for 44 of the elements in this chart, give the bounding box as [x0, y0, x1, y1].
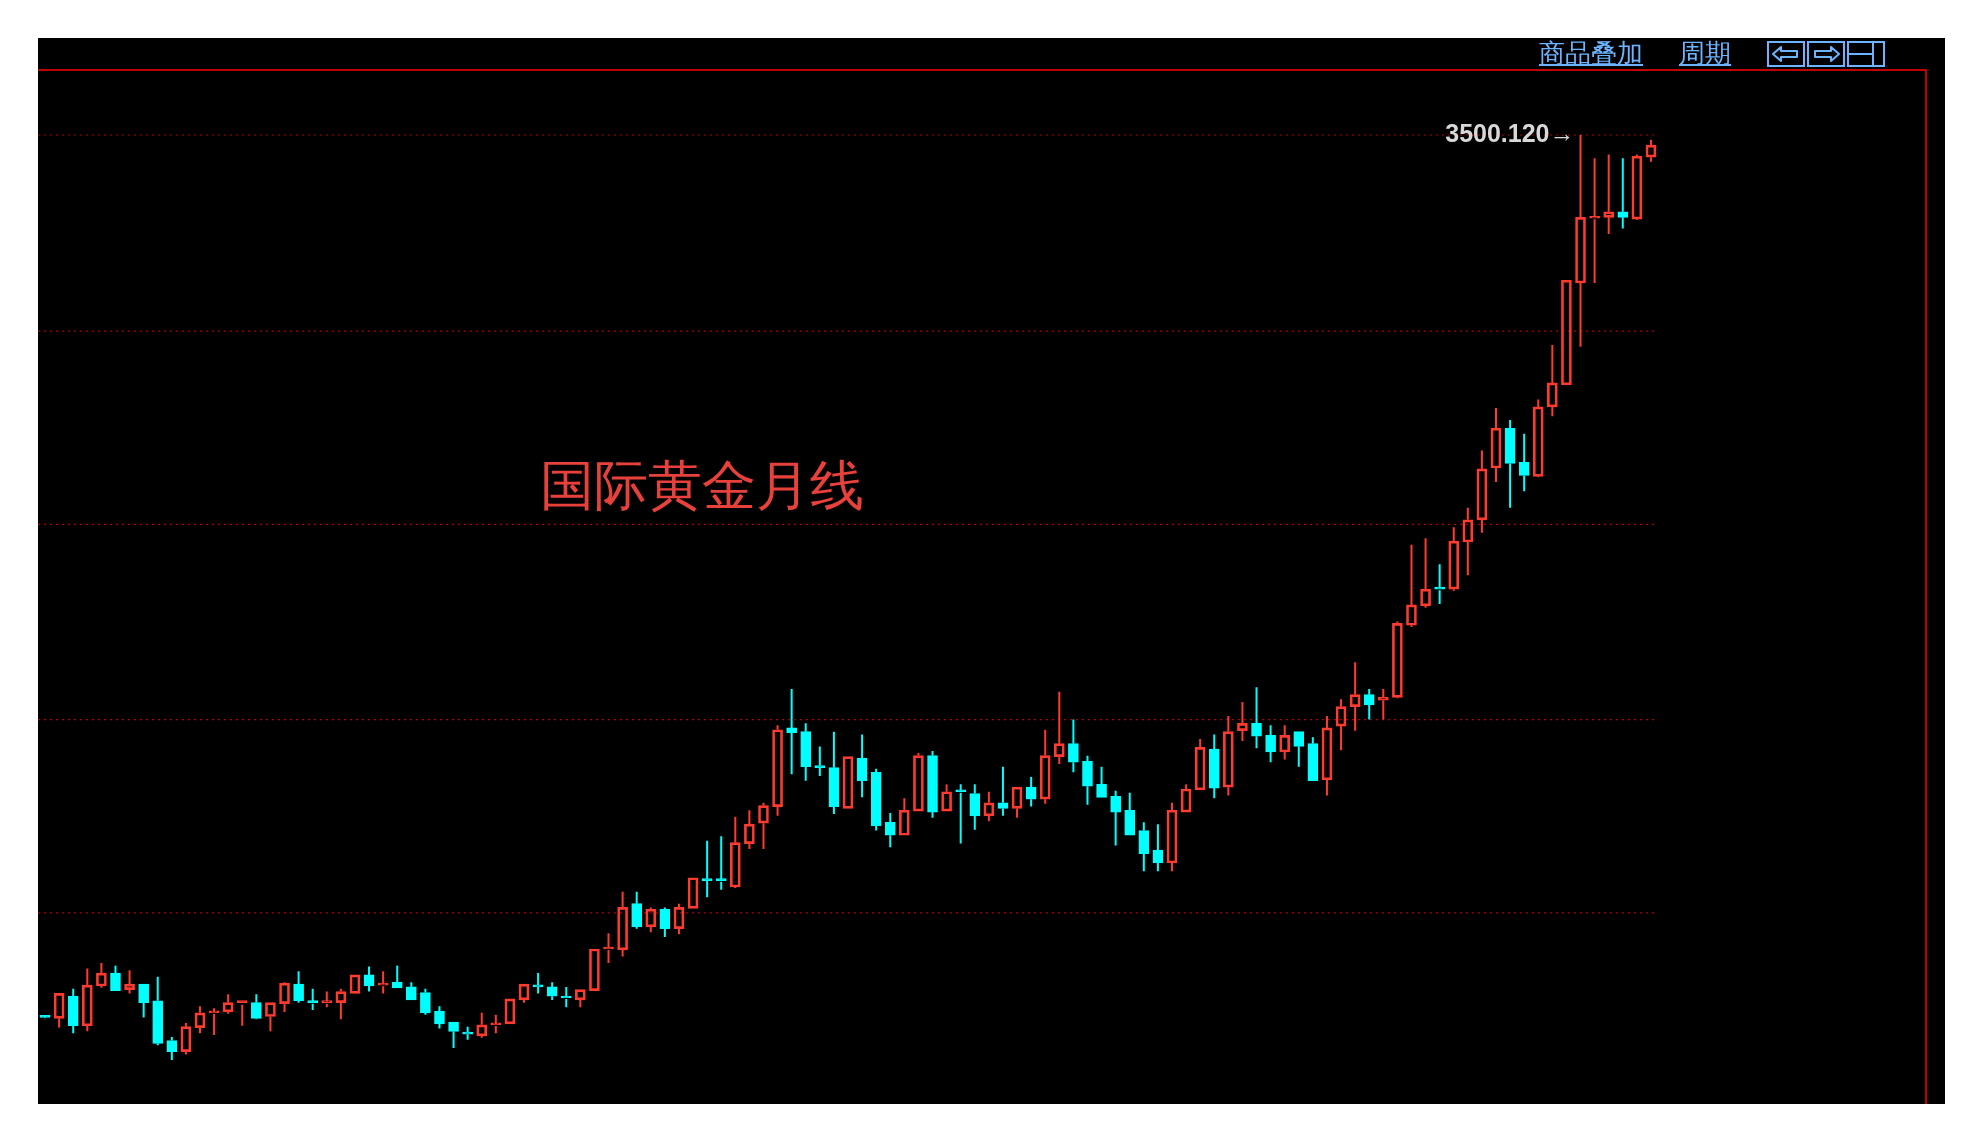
- candlestick: [800, 722, 812, 782]
- candlestick: [659, 906, 671, 938]
- candlestick: [307, 987, 319, 1012]
- candlestick: [166, 1035, 178, 1061]
- candlestick: [927, 750, 938, 819]
- candlestick: [110, 964, 121, 991]
- candlestick: [1518, 432, 1530, 493]
- candlestick: [1434, 563, 1445, 605]
- candlestick: [1504, 418, 1516, 509]
- candlestick: [1096, 765, 1107, 798]
- candlestick: [814, 745, 826, 778]
- candlestick: [1138, 821, 1150, 873]
- candlestick: [67, 987, 79, 1035]
- candlestick: [701, 839, 713, 899]
- candlestick: [856, 733, 868, 799]
- candlestick: [1082, 754, 1093, 806]
- candlestick: [293, 970, 304, 1004]
- candlestick: [1363, 688, 1375, 721]
- candlestick: [138, 983, 149, 1019]
- candlestick: [448, 1021, 459, 1049]
- candlestick: [152, 975, 164, 1047]
- candlestick: [969, 783, 981, 831]
- text: 国际黄金月线: [540, 453, 864, 519]
- candlestick: [405, 981, 417, 1001]
- candlestick: [1265, 724, 1276, 764]
- candlestick: [1307, 736, 1319, 781]
- candlestick: [1251, 686, 1262, 750]
- candlestick: [434, 1005, 445, 1030]
- candlestick: [391, 964, 403, 989]
- text: 商品叠加: [1539, 37, 1643, 70]
- annotation: 3500.120→: [1445, 118, 1575, 147]
- candlestick: [1068, 718, 1079, 774]
- candlestick: [236, 1000, 248, 1027]
- candlestick: [1124, 791, 1136, 836]
- candlestick: [546, 981, 558, 1001]
- text: 周期: [1679, 37, 1731, 70]
- candlestick: [870, 767, 882, 832]
- candlestick: [420, 987, 431, 1016]
- candlestick: [828, 730, 840, 815]
- candlestick: [1208, 733, 1220, 800]
- candlestick: [1617, 157, 1629, 230]
- candlestick: [955, 783, 967, 845]
- candlestick: [631, 890, 643, 930]
- candlestick: [715, 835, 727, 891]
